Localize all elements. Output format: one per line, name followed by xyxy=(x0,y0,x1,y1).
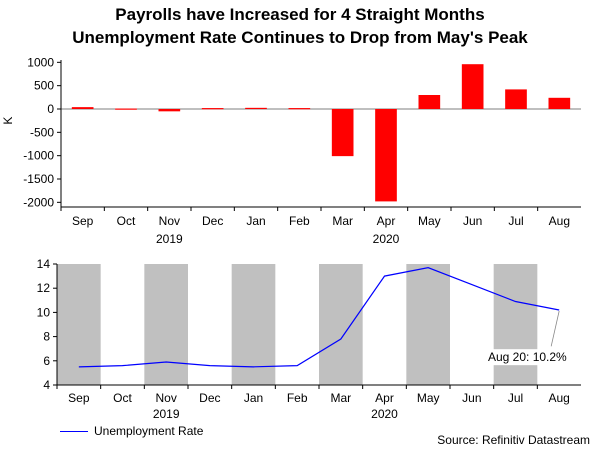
bar-x-tick-label: Jun xyxy=(463,214,482,228)
payroll-bar xyxy=(505,89,527,109)
bar-y-tick-label: -1000 xyxy=(23,149,54,163)
payroll-bar xyxy=(331,109,354,157)
annotation-box xyxy=(484,349,570,366)
payroll-bar xyxy=(375,109,397,202)
line-year-label: 2019 xyxy=(153,407,180,421)
payroll-bar xyxy=(288,108,311,110)
bar-x-tick-label: Dec xyxy=(202,214,223,228)
line-x-tick-label: Aug xyxy=(548,391,569,405)
bar-y-tick-label: 1000 xyxy=(27,55,54,69)
bar-x-tick-label: Sep xyxy=(72,214,94,228)
shaded-month-band xyxy=(231,264,276,385)
shaded-month-band xyxy=(493,264,538,385)
bar-y-tick-label: -1500 xyxy=(23,172,54,186)
line-x-tick-label: Jan xyxy=(244,391,263,405)
line-year-label: 2020 xyxy=(371,407,398,421)
payroll-bar xyxy=(418,95,441,109)
line-x-tick-label: Oct xyxy=(113,391,132,405)
line-x-tick-label: Dec xyxy=(199,391,220,405)
shaded-month-band xyxy=(406,264,450,385)
legend: Unemployment Rate xyxy=(60,424,203,438)
line-y-tick-label: 4 xyxy=(43,378,50,392)
line-y-tick-label: 8 xyxy=(43,330,50,344)
payroll-bar xyxy=(548,97,571,109)
payroll-bar xyxy=(158,109,181,112)
bar-y-tick-label: -500 xyxy=(30,125,54,139)
source-note: Source: Refinitiv Datastream xyxy=(437,433,590,447)
latest-value-annotation: Aug 20: 10.2% xyxy=(488,350,567,364)
payrolls-bar-chart: 1000 500 0 -500 -1000 -1500 -2000 K Sep Oct Nov Dec… xyxy=(1,55,581,246)
legend-label: Unemployment Rate xyxy=(94,424,204,438)
unemployment-line xyxy=(78,267,560,368)
line-x-tick-label: May xyxy=(417,391,440,405)
bar-x-tick-label: Nov xyxy=(159,214,180,228)
payroll-bar xyxy=(201,108,224,110)
shaded-month-band xyxy=(319,264,363,385)
payroll-bar xyxy=(461,64,484,109)
line-x-tick-label: Nov xyxy=(155,391,176,405)
line-x-tick-label: Jun xyxy=(462,391,481,405)
line-x-tick-label: Jul xyxy=(508,391,523,405)
shaded-month-band xyxy=(57,264,101,385)
line-y-tick-label: 6 xyxy=(43,354,50,368)
line-y-tick-label: 14 xyxy=(37,257,51,271)
chart-title-line1: Payrolls have Increased for 4 Straight M… xyxy=(115,5,485,24)
line-x-tick-label: Sep xyxy=(68,391,90,405)
bar-x-tick-label: Jan xyxy=(246,214,265,228)
bar-x-tick-label: Oct xyxy=(117,214,136,228)
chart-title-line2: Unemployment Rate Continues to Drop from… xyxy=(72,28,528,47)
payroll-bar xyxy=(115,108,137,110)
bar-y-tick-label: 0 xyxy=(47,102,54,116)
line-x-tick-label: Feb xyxy=(287,391,308,405)
bar-y-tick-label: -2000 xyxy=(23,195,54,209)
bar-x-tick-label: Jul xyxy=(508,214,523,228)
payroll-bar xyxy=(71,107,94,109)
line-x-tick-label: Apr xyxy=(375,391,394,405)
line-y-tick-label: 12 xyxy=(37,281,51,295)
annotation-leader xyxy=(550,310,560,347)
bar-x-tick-label: Aug xyxy=(549,214,570,228)
payroll-bar xyxy=(245,107,267,110)
bar-y-tick-label: 500 xyxy=(34,79,54,93)
bar-x-tick-label: Feb xyxy=(289,214,310,228)
line-x-tick-label: Mar xyxy=(330,391,351,405)
shaded-month-band xyxy=(144,264,188,385)
bar-year-label: 2019 xyxy=(156,232,183,246)
bar-x-tick-label: Apr xyxy=(377,214,396,228)
bar-x-tick-label: Mar xyxy=(332,214,353,228)
legend-line-swatch xyxy=(60,431,88,433)
unemployment-line-chart: 14 12 10 8 6 4 Sep Oct Nov Dec Jan Feb Mar Apr May Jun J… xyxy=(37,257,581,421)
bar-x-tick-label: May xyxy=(418,214,441,228)
line-y-tick-label: 10 xyxy=(37,305,51,319)
bar-year-label: 2020 xyxy=(373,232,400,246)
bar-y-axis-label: K xyxy=(1,117,15,125)
